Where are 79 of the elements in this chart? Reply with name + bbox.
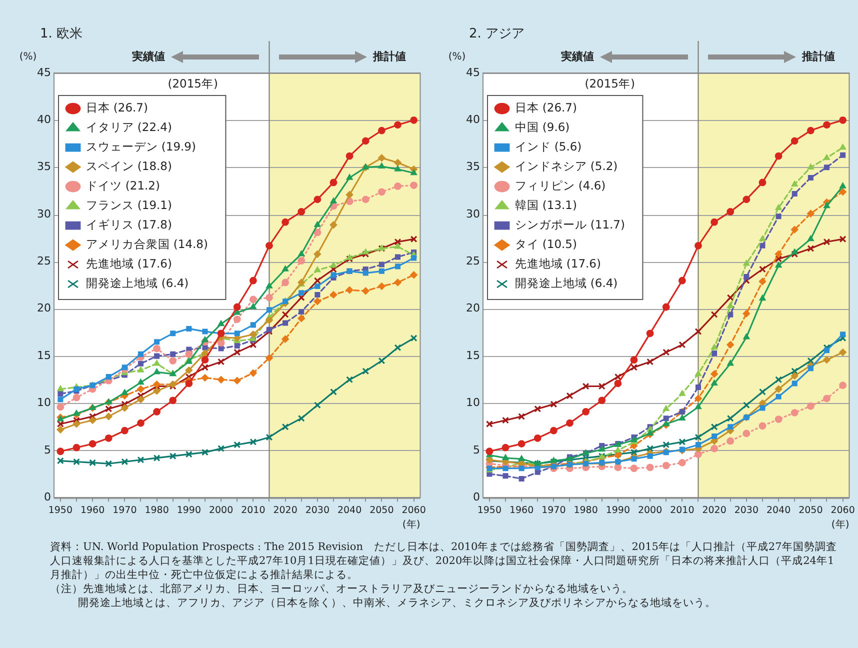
y-tick-label: 5 bbox=[44, 443, 51, 456]
x-tick-label: 2010 bbox=[241, 504, 266, 516]
x-tick-label: 1950 bbox=[477, 504, 502, 516]
x-tick-label: 2060 bbox=[402, 504, 426, 516]
y-tick-label: 40 bbox=[466, 113, 480, 126]
x-tick-label: 2020 bbox=[702, 504, 726, 516]
x-tick-label: 2010 bbox=[670, 504, 694, 516]
text: （注）先進地域とは、北部アメリカ、日本、ヨーロッパ、オーストラリア及びニュージーランドからなる地域をいう。 bbox=[50, 582, 634, 596]
legend-label: 中国 (9.6) bbox=[514, 120, 570, 134]
x-tick-label: 1980 bbox=[574, 504, 598, 516]
legend-label: インド (5.6) bbox=[514, 140, 582, 154]
x-tick-label: 1970 bbox=[112, 504, 137, 516]
y-tick-label: 35 bbox=[37, 160, 51, 174]
x-tick-label: 1960 bbox=[509, 504, 534, 516]
x-tick-label: 2000 bbox=[638, 504, 662, 516]
legend-title: (2015年) bbox=[584, 76, 635, 91]
y-tick-label: 30 bbox=[466, 207, 480, 220]
legend-label: スウェーデン (19.9) bbox=[86, 140, 196, 154]
x-tick-label: 2050 bbox=[370, 504, 394, 516]
y-axis-title: (%) bbox=[448, 52, 466, 63]
legend-label: フランス (19.1) bbox=[86, 198, 172, 212]
x-tick-label: 2020 bbox=[273, 504, 298, 516]
x-tick-label: 2030 bbox=[305, 504, 330, 516]
y-tick-label: 5 bbox=[473, 443, 480, 456]
text: 推計値 bbox=[801, 50, 836, 63]
legend-label: フィリピン (4.6) bbox=[514, 178, 606, 193]
x-tick-label: 2050 bbox=[798, 504, 823, 516]
x-tick-label: 1960 bbox=[80, 504, 105, 516]
legend-label: イギリス (17.8) bbox=[86, 218, 172, 232]
x-axis-title: (年) bbox=[831, 518, 850, 531]
text: 実績値 bbox=[560, 50, 594, 63]
x-tick-label: 2030 bbox=[734, 504, 759, 516]
y-tick-label: 0 bbox=[44, 490, 51, 504]
x-tick-label: 2060 bbox=[830, 504, 855, 516]
legend-label: インドネシア (5.2) bbox=[514, 159, 618, 174]
text: 開発途上地域とは、アフリカ、アジア（日本を除く）、中南米、メラネシア、ミクロネシア及びポリネシアからなる地域をいう。 bbox=[77, 596, 717, 610]
legend-label: 先進地域 (17.6) bbox=[86, 256, 172, 271]
text: 推計値 bbox=[372, 50, 406, 63]
legend-label: 日本 (26.7) bbox=[86, 100, 148, 115]
legend-label: 韓国 (13.1) bbox=[514, 198, 577, 212]
x-tick-label: 1970 bbox=[542, 504, 566, 516]
y-tick-label: 30 bbox=[37, 207, 51, 220]
legend-label: スペイン (18.8) bbox=[86, 159, 172, 174]
y-tick-label: 45 bbox=[466, 66, 480, 79]
chart-title: 2. アジア bbox=[469, 26, 525, 42]
text: 実績値 bbox=[131, 50, 166, 63]
legend-label: シンガポール (11.7) bbox=[514, 218, 625, 232]
legend-label: 開発途上地域 (6.4) bbox=[514, 276, 618, 290]
y-tick-label: 40 bbox=[37, 113, 51, 126]
legend-label: アメリカ合衆国 (14.8) bbox=[86, 237, 208, 252]
x-tick-label: 1980 bbox=[144, 504, 169, 516]
legend-label: イタリア (22.4) bbox=[86, 120, 172, 134]
x-tick-label: 1990 bbox=[606, 504, 630, 516]
legend-label: タイ (10.5) bbox=[514, 237, 577, 252]
y-tick-label: 25 bbox=[466, 254, 480, 268]
chart-title: 1. 欧米 bbox=[40, 26, 83, 42]
y-tick-label: 10 bbox=[37, 396, 51, 410]
x-axis-title: (年) bbox=[402, 518, 420, 531]
x-tick-label: 2040 bbox=[766, 504, 791, 516]
text: 資料：UN. World Population Prospects : The 2015 Revision ただし日本は、2010年までは総務省「国勢調査」、2015年は「人口推計（平成27年国勢調査人口速報集計による人口を基準とした平成27年10月1日現在確定値）」及び、2020年以降は国立社会保障・人口問題研究所「日本の将来推計人口（平成24年1月推計）」の出生中位・死亡中位仮定による推計結果による。 bbox=[50, 540, 838, 582]
y-tick-label: 15 bbox=[37, 348, 51, 362]
legend-label: 日本 (26.7) bbox=[514, 100, 577, 115]
y-tick-label: 10 bbox=[466, 396, 480, 410]
legend-label: 先進地域 (17.6) bbox=[514, 256, 601, 271]
y-tick-label: 45 bbox=[37, 66, 51, 79]
x-tick-label: 2040 bbox=[337, 504, 362, 516]
x-tick-label: 2000 bbox=[208, 504, 234, 516]
y-tick-label: 25 bbox=[37, 254, 51, 268]
legend-label: ドイツ (21.2) bbox=[86, 178, 160, 193]
y-tick-label: 0 bbox=[473, 490, 480, 504]
legend-label: 開発途上地域 (6.4) bbox=[86, 276, 189, 290]
x-tick-label: 1950 bbox=[48, 504, 73, 516]
x-tick-label: 1990 bbox=[176, 504, 202, 516]
y-tick-label: 20 bbox=[466, 302, 480, 315]
legend-title: (2015年) bbox=[168, 76, 218, 91]
y-tick-label: 20 bbox=[37, 302, 51, 315]
y-tick-label: 15 bbox=[466, 348, 480, 362]
y-tick-label: 35 bbox=[466, 160, 480, 174]
y-axis-title: (%) bbox=[19, 52, 37, 63]
